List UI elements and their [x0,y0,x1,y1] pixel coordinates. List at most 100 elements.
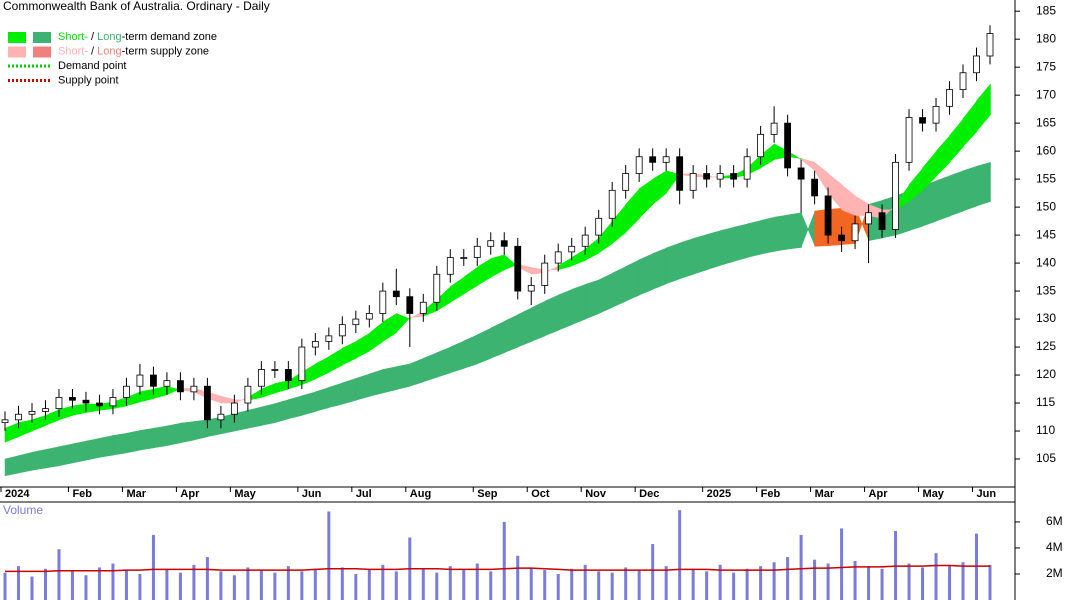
candle-body [824,195,832,236]
short-term-zone [800,158,816,172]
legend-label-part: -term demand zone [122,31,217,43]
long-term-zone [463,334,479,369]
volume-bar [246,567,250,600]
volume-bar [448,566,452,600]
candle-body [433,273,441,303]
long-term-zone [598,272,613,314]
candle-body [150,374,157,387]
candle-body [959,72,967,90]
volume-bar [934,553,938,600]
candle-body [284,369,292,382]
legend-label: Supply point [58,74,119,86]
volume-bar [759,566,763,600]
volume-bar [43,568,47,600]
long-term-zone [166,422,182,446]
volume-bar [664,566,668,600]
y-tick-label: 115 [1036,395,1055,409]
short-term-zone [220,396,236,404]
volume-bar [97,567,101,600]
candle-body [878,212,886,230]
long-term-zone [976,162,991,207]
long-term-zone [153,425,168,449]
candle-body [703,173,711,180]
long-term-zone [571,284,586,326]
candle-body [487,240,495,247]
long-term-zone [72,440,87,464]
legend-swatch [8,32,26,43]
x-tick-label: 2024 [5,488,30,500]
candle-body [811,178,818,197]
candle-body [271,369,279,371]
short-term-zone [463,266,479,295]
candle-body [649,156,657,163]
volume-bar [124,570,128,600]
volume-bar [340,567,344,600]
short-term-zone [153,385,168,399]
volume-bar [907,563,911,600]
y-tick-label: 110 [1036,423,1055,437]
long-term-zone [477,327,492,365]
volume-bar [651,544,655,600]
volume-bar [732,572,736,600]
x-tick-label: Jun [302,488,322,500]
volume-bar [286,566,290,600]
candle-body [28,411,36,415]
short-term-zone [584,237,600,261]
y-tick-label: 140 [1036,255,1056,269]
x-tick-label: May [234,488,256,500]
candle-body [379,290,387,314]
volume-bar [394,571,398,600]
legend-swatch [33,46,51,58]
candle-body [325,335,333,342]
candle-body [446,257,454,275]
short-term-zone [962,100,978,148]
volume-bar [961,562,965,600]
volume-bar [867,566,871,600]
x-tick-label: Feb [72,488,92,500]
short-term-zone [625,187,640,233]
short-term-zone [841,184,856,216]
x-tick-label: Mar [126,488,146,500]
candle-body [973,55,980,74]
long-term-zone [126,430,141,454]
long-term-zone [85,437,101,461]
candle-body [986,33,994,57]
volume-bar [205,557,209,600]
long-term-zone [45,446,60,469]
candle-body [865,212,872,225]
x-tick-label: 2025 [707,488,731,500]
volume-bar [583,564,587,600]
long-term-zone [557,289,573,331]
y-tick-label: 180 [1036,31,1056,45]
x-tick-label: Jul [356,488,372,500]
volume-bar [192,564,196,600]
legend-label: Short- / Long-term supply zone [58,45,209,57]
x-tick-label: Jun [977,488,997,500]
short-term-zone [949,117,964,163]
long-term-zone [665,242,681,285]
volume-average [5,564,990,573]
y-tick-label: 130 [1036,311,1056,325]
candle-body [352,318,360,326]
candle-body [716,173,724,180]
volume-bar [840,528,844,600]
volume-bar [259,570,263,600]
long-term-zone [692,234,708,275]
candle-body [892,161,899,230]
candle-body [527,285,535,292]
candle-body [851,223,859,242]
x-tick-label: Dec [639,488,659,500]
volume-bar [570,568,574,600]
long-term-zone [193,419,209,441]
long-term-zone [746,220,762,258]
volume-bar [313,568,317,600]
legend-label-part: Supply point [58,74,119,86]
long-term-zone [787,212,802,250]
candle-body [96,402,103,407]
volume-tick-label: 2M [1046,566,1063,580]
short-term-zone [72,403,87,416]
volume-bar [691,568,695,600]
candle-body [581,234,589,247]
